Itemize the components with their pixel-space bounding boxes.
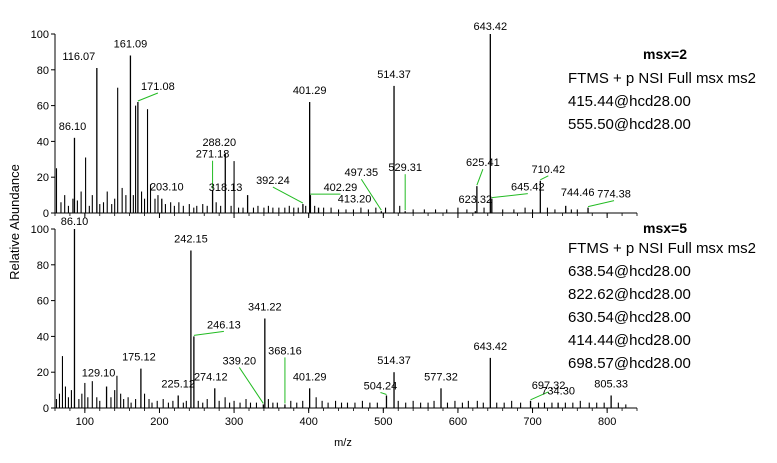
panel-2-info-line: FTMS + p NSI Full msx ms2 — [568, 240, 756, 257]
peak-leader-line — [491, 193, 528, 199]
panel-2-info-line: 630.54@hcd28.00 — [568, 309, 691, 326]
panel-1: 0 20 40 60 80 100 86.10 116.07 161.09 171.08 203.1… — [31, 21, 638, 220]
peak-label: 514.37 — [377, 69, 411, 81]
peak-leader-line — [193, 330, 224, 336]
panel-2-info-line: 638.54@hcd28.00 — [568, 263, 691, 280]
y-tick-label: 0 — [43, 403, 49, 415]
peak-label: 623.32 — [458, 194, 492, 206]
peak-label: 339.20 — [222, 355, 256, 367]
x-tick-label: 300 — [225, 416, 243, 428]
peak-label: 86.10 — [61, 216, 89, 228]
peak-label: 129.10 — [82, 368, 116, 380]
peak-label: 246.13 — [207, 319, 241, 331]
x-tick-label: 700 — [523, 416, 541, 428]
panel-2-info-line: 698.57@hcd28.00 — [568, 355, 691, 372]
peak-label: 504.24 — [364, 380, 398, 392]
panel-2-info-line: 822.62@hcd28.00 — [568, 286, 691, 303]
y-tick-label: 0 — [43, 208, 49, 220]
peak-label: 529.31 — [388, 162, 422, 174]
y-tick-label: 20 — [37, 367, 49, 379]
y-tick-label: 80 — [37, 65, 49, 77]
peak-label: 116.07 — [62, 51, 95, 63]
peak-label: 401.29 — [293, 85, 327, 97]
peak-leader-line — [380, 391, 387, 395]
peak-label: 645.42 — [511, 182, 545, 194]
x-tick-label: 200 — [150, 416, 168, 428]
peak-label: 274.12 — [194, 371, 228, 383]
panel-1-info-line: 555.50@hcd28.00 — [568, 116, 691, 133]
y-tick-label: 60 — [37, 296, 49, 308]
peak-label: 805.33 — [594, 378, 628, 390]
peak-label: 497.35 — [345, 167, 379, 179]
peak-label: 625.41 — [466, 157, 500, 169]
panel-1-title: msx=2 — [643, 46, 687, 62]
y-tick-label: 100 — [31, 29, 49, 41]
peak-label: 271.18 — [196, 149, 230, 161]
peak-label: 643.42 — [473, 21, 507, 33]
peak-label: 242.15 — [174, 233, 208, 245]
y-tick-label: 80 — [37, 260, 49, 272]
x-tick-label: 100 — [76, 416, 94, 428]
peak-label: 401.29 — [293, 371, 327, 383]
peak-leader-line — [137, 92, 159, 102]
y-tick-label: 20 — [37, 172, 49, 184]
peak-label: 161.09 — [114, 38, 148, 50]
x-tick-label: 800 — [598, 416, 616, 428]
peak-label: 413.20 — [338, 194, 372, 206]
y-tick-label: 40 — [37, 136, 49, 148]
peak-label: 392.24 — [256, 175, 290, 187]
peak-label: 203.10 — [150, 182, 184, 194]
x-tick-label: 600 — [449, 416, 467, 428]
peak-label: 514.37 — [377, 355, 411, 367]
peak-label: 774.38 — [597, 189, 631, 201]
peak-label: 288.20 — [202, 137, 236, 149]
y-tick-label: 40 — [37, 331, 49, 343]
peak-label: 697.32 — [532, 380, 566, 392]
y-axis-label: Relative Abundance — [7, 164, 22, 280]
panel-2: 0 20 40 60 80 100 100 200 300 400 500 600 700 800 86.1… — [31, 216, 638, 428]
peak-label: 341.22 — [248, 302, 282, 314]
peak-label: 577.32 — [424, 371, 458, 383]
peak-label: 171.08 — [141, 81, 175, 93]
peak-leader-line — [238, 367, 264, 404]
panel-2-title: msx=5 — [643, 220, 687, 236]
x-axis-label: m/z — [334, 437, 352, 449]
y-tick-label: 60 — [37, 101, 49, 113]
peak-leader-line — [476, 168, 484, 186]
y-tick-label: 100 — [31, 224, 49, 236]
peak-label: 368.16 — [268, 345, 302, 357]
x-tick-label: 400 — [300, 416, 318, 428]
peak-label: 710.42 — [531, 164, 565, 176]
panel-1-info-line: FTMS + p NSI Full msx ms2 — [568, 70, 756, 87]
peak-label: 86.10 — [59, 121, 87, 133]
panel-2-info-line: 414.44@hcd28.00 — [568, 332, 691, 349]
peak-label: 643.42 — [473, 341, 507, 353]
peak-label: 175.12 — [122, 352, 156, 364]
peak-leader-line — [360, 178, 382, 211]
peak-leader-line — [540, 175, 549, 181]
peak-label: 734.30 — [541, 386, 575, 398]
peak-leader-line — [587, 200, 615, 208]
peak-label: 225.12 — [161, 378, 195, 390]
x-tick-label: 500 — [374, 416, 392, 428]
peak-label: 744.46 — [561, 187, 595, 199]
panel-1-info-line: 415.44@hcd28.00 — [568, 93, 691, 110]
peak-label: 402.29 — [324, 182, 358, 194]
peak-leader-line — [272, 186, 304, 204]
peak-label: 318.13 — [209, 182, 243, 194]
peak-leader-line — [530, 391, 549, 401]
